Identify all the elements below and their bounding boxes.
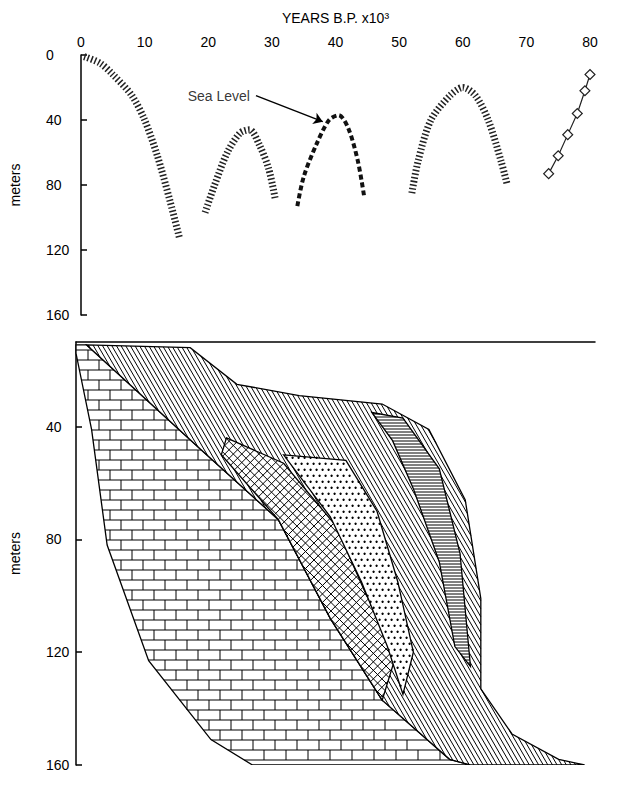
svg-text:60: 60 bbox=[455, 34, 471, 50]
svg-text:0: 0 bbox=[46, 47, 54, 63]
svg-text:120: 120 bbox=[46, 644, 70, 660]
svg-text:80: 80 bbox=[46, 177, 62, 193]
svg-text:20: 20 bbox=[200, 34, 216, 50]
svg-text:10: 10 bbox=[137, 34, 153, 50]
svg-text:YEARS B.P. x10³: YEARS B.P. x10³ bbox=[282, 10, 389, 26]
svg-text:meters: meters bbox=[7, 164, 23, 207]
svg-text:160: 160 bbox=[46, 307, 70, 323]
svg-text:40: 40 bbox=[328, 34, 344, 50]
svg-text:120: 120 bbox=[46, 242, 70, 258]
svg-text:0: 0 bbox=[77, 34, 85, 50]
svg-text:40: 40 bbox=[46, 419, 62, 435]
svg-text:70: 70 bbox=[519, 34, 535, 50]
svg-text:30: 30 bbox=[264, 34, 280, 50]
svg-text:Sea Level: Sea Level bbox=[188, 88, 250, 104]
svg-text:80: 80 bbox=[46, 531, 62, 547]
svg-text:80: 80 bbox=[582, 34, 598, 50]
svg-text:160: 160 bbox=[46, 757, 70, 773]
svg-text:50: 50 bbox=[391, 34, 407, 50]
svg-text:meters: meters bbox=[7, 532, 23, 575]
svg-text:40: 40 bbox=[46, 112, 62, 128]
